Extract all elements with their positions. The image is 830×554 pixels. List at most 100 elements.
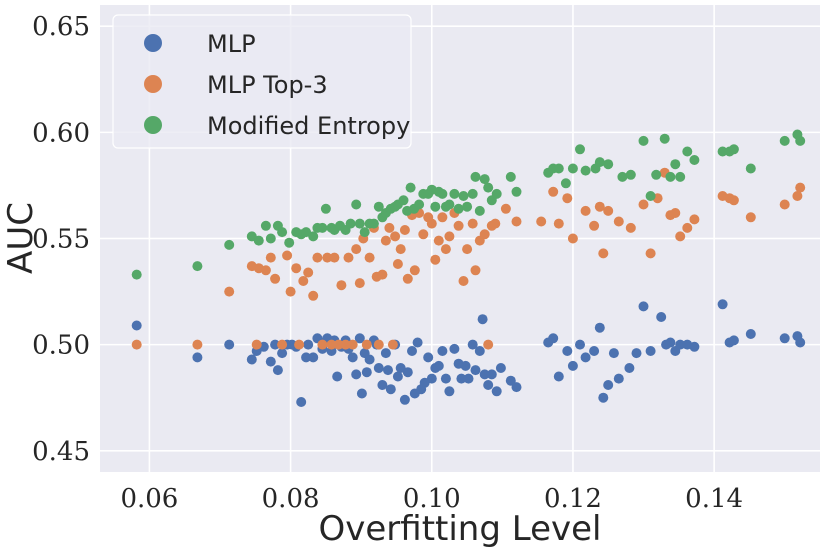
data-point (351, 244, 362, 255)
legend-frame (112, 14, 412, 149)
data-point (467, 339, 478, 350)
data-point (486, 369, 497, 380)
data-point (682, 146, 693, 157)
data-point (265, 252, 276, 263)
data-point (470, 265, 481, 276)
data-point (277, 227, 288, 238)
data-point (613, 216, 624, 227)
data-point (594, 201, 605, 212)
data-point (474, 346, 485, 356)
data-point (490, 218, 501, 229)
data-point (359, 227, 370, 238)
data-point (284, 237, 295, 248)
data-point (575, 144, 585, 155)
data-point (192, 339, 203, 350)
data-point (373, 339, 384, 350)
data-point (285, 286, 296, 297)
data-point (795, 337, 806, 348)
data-point (426, 218, 437, 229)
data-point (265, 233, 276, 244)
data-point (303, 339, 314, 350)
x-tick-label: 0.10 (403, 484, 461, 514)
data-point (298, 276, 309, 286)
data-point (340, 339, 351, 350)
data-point (500, 203, 511, 214)
data-point (511, 216, 522, 227)
data-point (675, 339, 686, 350)
data-point (689, 155, 700, 165)
data-point (440, 373, 451, 384)
data-point (390, 231, 401, 242)
data-point (224, 239, 235, 250)
data-point (282, 250, 293, 261)
data-point (387, 339, 398, 350)
data-point (308, 231, 319, 242)
data-point (792, 191, 803, 201)
data-point (373, 201, 384, 212)
data-point (645, 248, 656, 259)
legend-label: MLP (207, 30, 256, 58)
data-point (463, 373, 474, 384)
data-point (405, 182, 416, 193)
data-point (317, 222, 328, 233)
data-point (364, 252, 375, 263)
data-point (745, 163, 756, 174)
x-axis-label: Overfitting Level (319, 509, 602, 549)
data-point (377, 380, 388, 390)
y-tick-label: 0.55 (32, 225, 90, 255)
data-point (474, 205, 485, 216)
data-point (553, 218, 564, 229)
data-point (479, 369, 490, 380)
data-point (437, 212, 448, 223)
data-point (548, 333, 559, 344)
data-point (361, 339, 372, 350)
data-point (449, 343, 460, 354)
data-point (536, 216, 547, 227)
data-point (308, 290, 319, 301)
data-point (354, 278, 365, 289)
data-point (414, 199, 425, 210)
data-point (689, 341, 700, 352)
data-point (470, 365, 481, 376)
data-point (402, 367, 413, 378)
data-point (430, 254, 441, 265)
data-point (433, 360, 444, 371)
data-point (260, 220, 271, 231)
data-point (603, 159, 614, 170)
data-point (347, 352, 358, 363)
data-point (594, 322, 605, 333)
data-point (665, 171, 676, 182)
data-point (131, 320, 142, 331)
data-point (437, 346, 448, 356)
data-point (326, 339, 337, 350)
x-tick-label: 0.14 (685, 484, 743, 514)
y-tick-label: 0.65 (32, 12, 90, 42)
data-point (354, 333, 365, 344)
data-point (689, 214, 700, 225)
data-point (651, 169, 662, 180)
data-point (458, 276, 469, 286)
data-point (384, 222, 395, 233)
data-point (294, 339, 305, 350)
data-point (491, 386, 502, 397)
data-point (580, 165, 591, 176)
data-point (462, 244, 473, 255)
data-point (625, 222, 636, 233)
data-point (296, 397, 307, 407)
data-point (322, 252, 333, 263)
data-point (308, 352, 319, 363)
data-point (402, 273, 413, 284)
data-point (675, 171, 686, 182)
data-point (670, 159, 681, 170)
data-point (423, 352, 434, 363)
data-point (192, 352, 203, 363)
data-point (670, 208, 681, 218)
data-point (332, 371, 343, 382)
x-axis-ticks: 0.06 0.08 0.10 0.12 0.14 (120, 484, 743, 514)
data-point (603, 205, 614, 216)
y-tick-label: 0.45 (32, 437, 90, 467)
series-mlp (131, 299, 806, 407)
data-point (364, 354, 375, 365)
data-point (645, 191, 656, 201)
data-point (440, 244, 451, 255)
